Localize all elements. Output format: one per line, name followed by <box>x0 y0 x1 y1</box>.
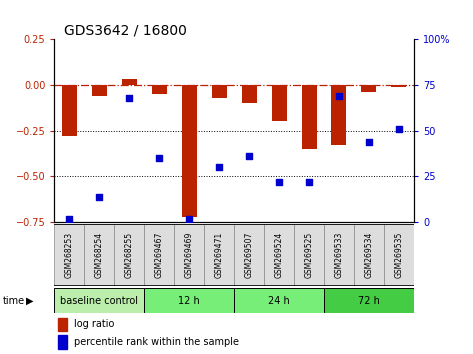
Bar <box>58 318 67 331</box>
Point <box>96 194 103 199</box>
Bar <box>391 85 406 87</box>
Bar <box>384 224 414 286</box>
Bar <box>204 224 234 286</box>
Text: GSM269471: GSM269471 <box>215 232 224 278</box>
Text: log ratio: log ratio <box>74 319 114 329</box>
Text: 12 h: 12 h <box>178 296 200 306</box>
Bar <box>264 224 294 286</box>
Point <box>156 155 163 161</box>
Text: GSM268253: GSM268253 <box>65 232 74 278</box>
Bar <box>354 224 384 286</box>
Bar <box>242 85 256 103</box>
Point <box>215 165 223 170</box>
Bar <box>144 288 234 313</box>
Bar <box>84 224 114 286</box>
Point <box>335 93 343 99</box>
Text: GSM268254: GSM268254 <box>95 232 104 278</box>
Point <box>275 179 283 185</box>
Point <box>305 179 313 185</box>
Point <box>125 95 133 101</box>
Text: GSM269467: GSM269467 <box>155 232 164 278</box>
Text: GSM269524: GSM269524 <box>274 232 284 278</box>
Text: ▶: ▶ <box>26 296 34 306</box>
Bar <box>361 85 377 92</box>
Bar <box>302 85 316 149</box>
Bar <box>294 224 324 286</box>
Bar <box>62 85 77 136</box>
Text: time: time <box>2 296 25 306</box>
Bar <box>152 85 166 94</box>
Bar <box>144 224 174 286</box>
Point <box>395 126 403 132</box>
Point <box>365 139 373 144</box>
Text: GSM269507: GSM269507 <box>245 232 254 278</box>
Bar <box>332 85 346 145</box>
Text: GSM269469: GSM269469 <box>184 232 194 278</box>
Bar <box>114 224 144 286</box>
Text: 72 h: 72 h <box>358 296 380 306</box>
Text: GDS3642 / 16800: GDS3642 / 16800 <box>64 23 187 37</box>
Bar <box>324 288 414 313</box>
Text: GSM269533: GSM269533 <box>334 232 343 278</box>
Bar <box>58 335 67 349</box>
Text: GSM269534: GSM269534 <box>364 232 374 278</box>
Bar <box>182 85 197 217</box>
Text: GSM269525: GSM269525 <box>305 232 314 278</box>
Point <box>185 216 193 222</box>
Bar <box>211 85 227 98</box>
Text: GSM269535: GSM269535 <box>394 232 403 278</box>
Point <box>66 216 73 222</box>
Bar <box>324 224 354 286</box>
Bar <box>272 85 287 121</box>
Text: baseline control: baseline control <box>61 296 138 306</box>
Bar <box>174 224 204 286</box>
Bar <box>92 85 107 96</box>
Bar <box>54 224 84 286</box>
Text: GSM268255: GSM268255 <box>125 232 134 278</box>
Text: 24 h: 24 h <box>268 296 290 306</box>
Point <box>245 154 253 159</box>
Bar <box>54 288 144 313</box>
Text: percentile rank within the sample: percentile rank within the sample <box>74 337 239 347</box>
Bar <box>234 224 264 286</box>
Bar <box>122 79 137 85</box>
Bar <box>234 288 324 313</box>
